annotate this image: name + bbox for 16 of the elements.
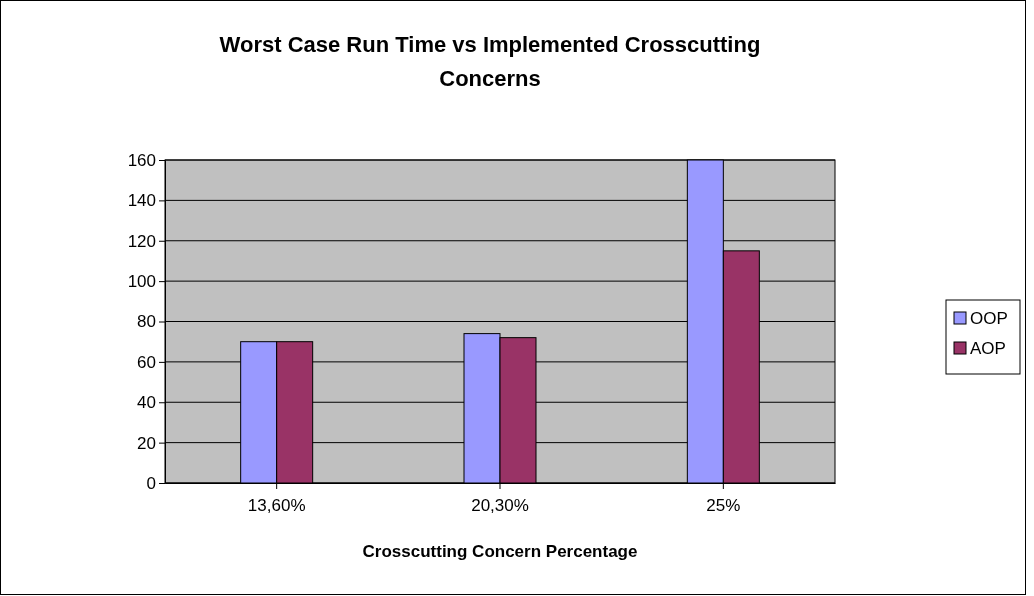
y-tick-label: 20	[137, 433, 156, 453]
y-tick-label: 0	[146, 473, 156, 493]
y-tick-label: 40	[137, 393, 156, 413]
x-tick-label: 25%	[706, 495, 741, 515]
y-tick-label: 80	[137, 312, 156, 332]
x-axis-title: Crosscutting Concern Percentage	[362, 542, 638, 561]
legend-label: OOP	[970, 309, 1008, 328]
y-tick-label: 60	[137, 352, 156, 372]
y-tick-label: 140	[127, 191, 156, 211]
legend-label: AOP	[970, 339, 1006, 358]
x-tick-label: 13,60%	[247, 495, 306, 515]
y-tick-label: 120	[127, 231, 156, 251]
chart-title: Worst Case Run Time vs Implemented Crosscutting Concerns	[219, 32, 761, 91]
y-tick-label: 100	[127, 272, 156, 292]
x-tick-label: 20,30%	[471, 495, 529, 515]
y-tick-label: 160	[127, 150, 156, 170]
